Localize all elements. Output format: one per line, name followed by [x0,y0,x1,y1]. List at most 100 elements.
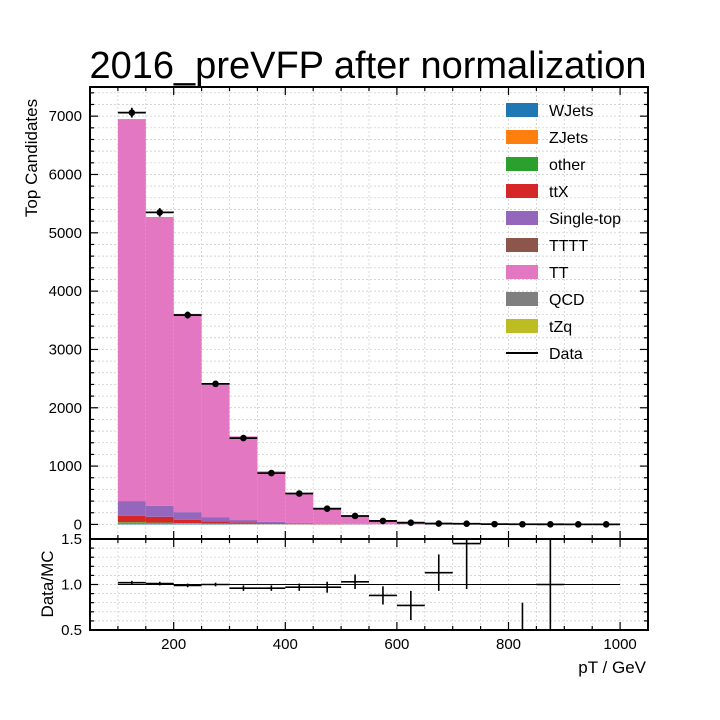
data-point [396,519,425,526]
legend-entry-single-top: Single-top [506,211,621,228]
y-axis-label: Top Candidates [22,99,41,217]
chart-title: 2016_preVFP after normalization [90,45,647,87]
x-tick-label: 400 [273,636,298,653]
ratio-point [229,585,258,591]
bar-tt [145,217,174,506]
stacked-bars [117,119,593,525]
data-point [536,521,565,528]
bar-ttx [257,523,286,525]
data-point [201,380,230,388]
data-point [592,521,621,528]
ratio-point [201,582,230,587]
data-point [173,311,202,319]
bar-tt [285,493,314,523]
bar-single-top [117,501,146,516]
x-tick-label: 200 [161,636,186,653]
bar-zjets [117,522,146,524]
legend-swatch [506,265,538,279]
data-point [145,208,174,217]
bar-ttx [145,516,174,523]
legend-swatch [506,211,538,225]
data-point [424,520,453,527]
legend-label: other [549,157,586,174]
legend-label: WJets [549,103,593,120]
legend-swatch [506,130,538,144]
ratio-point [536,539,565,630]
data-point [480,520,509,528]
bar-ttx [173,519,202,524]
legend-entry-ttx: ttX [506,184,569,201]
y-tick-label: 6000 [49,166,82,183]
bar-ttx [201,521,230,524]
bar-ttx [117,515,146,523]
ratio-point [369,586,397,605]
legend-entry-tttt: TTTT [506,238,588,255]
data-point [564,521,593,528]
legend-label: QCD [549,292,585,309]
bar-wjets [145,523,174,525]
y-tick-label: 3000 [49,341,82,358]
legend-entry-qcd: QCD [506,292,585,309]
legend-swatch [506,184,538,198]
bar-tt [117,119,146,502]
legend-swatch [506,157,538,171]
ratio-y-axis-label: Data/MC [38,550,57,617]
ratio-point [285,583,314,591]
bar-ttx [229,522,258,524]
data-point [229,434,258,442]
bar-tt [257,471,286,522]
ratio-point [396,590,425,620]
ratio-point [508,602,537,631]
legend-entry-other: other [506,157,586,174]
data-point [117,107,146,118]
legend-label: tZq [549,319,572,336]
y-tick-label: 5000 [49,225,82,242]
data-point [369,517,397,525]
bar-wjets [117,523,146,525]
ratio-point [117,580,146,585]
ratio-plot-frame [89,538,649,631]
legend-label: Data [549,346,583,363]
ratio-tick-label: 1.0 [61,577,82,594]
ratio-point [257,585,286,591]
legend-label: TT [549,265,569,282]
legend-label: ttX [549,184,569,201]
data-point [285,490,314,497]
legend-entry-tt: TT [506,265,569,282]
data-points [117,107,621,528]
data-point [452,520,481,528]
legend-entry-tzq: tZq [506,319,572,336]
bar-tt [173,313,202,513]
bar-tt [201,384,230,518]
ratio-point [452,539,481,590]
legend-entry-data: Data [506,346,583,363]
bar-wjets [173,523,202,525]
x-axis-label: pT / GeV [578,658,646,677]
y-tick-label: 1000 [49,458,82,475]
bar-single-top [257,521,286,524]
data-point [508,520,537,528]
bar-single-top [201,517,230,522]
axis-ticks: 200 400 600 800 1000 0 1000 2000 3000 4000 5000 600… [49,87,648,653]
bar-single-top [173,512,202,520]
legend-entry-wjets: WJets [506,103,593,120]
y-tick-label: 2000 [49,400,82,417]
bar-single-top [145,505,174,517]
data-point [257,469,286,477]
legend-swatch [506,238,538,252]
legend: WJetsZJetsotherttXSingle-topTTTTTTQCDtZq… [506,103,621,363]
ratio-tick-label: 0.5 [61,622,82,639]
ratio-tick-label: 1.5 [61,531,82,548]
bar-single-top [229,520,258,523]
x-tick-label: 1000 [603,636,636,653]
y-tick-label: 7000 [49,108,82,125]
legend-label: ZJets [549,130,588,147]
bar-tt [313,508,342,524]
x-tick-label: 800 [496,636,521,653]
legend-entry-zjets: ZJets [506,130,588,147]
bar-tt [341,516,369,524]
legend-label: TTTT [549,238,588,255]
ratio-point [173,583,202,588]
bar-other [117,522,146,523]
